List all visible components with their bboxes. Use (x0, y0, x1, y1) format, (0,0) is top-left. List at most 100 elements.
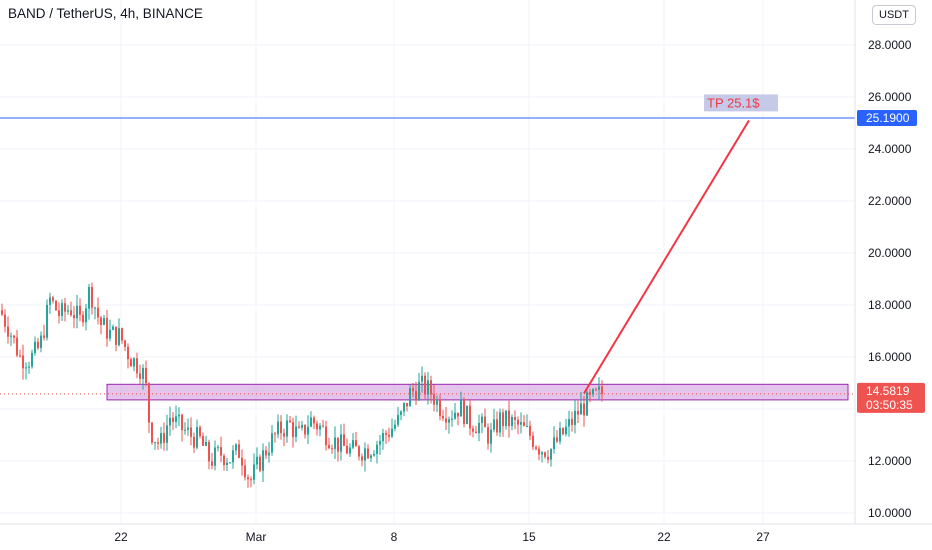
candle-body (178, 414, 180, 417)
price-axis[interactable]: 28.0000 26.0000 24.0000 22.0000 20.0000 18.00… (868, 38, 912, 520)
price-tick-label: 16.0000 (868, 350, 912, 364)
projection-trend-line[interactable] (583, 119, 750, 394)
candle-body (175, 416, 177, 422)
candle-body (169, 417, 171, 426)
price-tick-label: 20.0000 (868, 246, 912, 260)
candle-body (580, 403, 582, 415)
current-price-tag-background (857, 382, 925, 413)
candle-body (223, 455, 225, 465)
candle-body (550, 449, 552, 460)
candle-body (313, 417, 315, 424)
candle-body (82, 314, 84, 323)
candle-body (460, 399, 462, 417)
candle-body (10, 335, 12, 337)
candle-body (55, 300, 57, 311)
candle-body (52, 297, 54, 301)
candle-body (589, 392, 591, 395)
candle-body (208, 441, 210, 462)
candle-body (367, 448, 369, 459)
candle-body (352, 440, 354, 448)
candle-body (7, 326, 9, 337)
price-tick-label: 26.0000 (868, 90, 912, 104)
candle-body (463, 399, 465, 424)
candle-body (340, 434, 342, 452)
candle-body (376, 444, 378, 454)
candle-body (163, 433, 165, 443)
support-resistance-zone[interactable] (106, 383, 849, 401)
candle-body (181, 414, 183, 431)
candle-body (529, 425, 531, 436)
candle-body (424, 375, 426, 395)
candle-body (88, 286, 90, 309)
candle-body (166, 425, 168, 443)
target-label[interactable]: TP 25.1$ (704, 94, 778, 112)
candle-body (34, 341, 36, 353)
candle-body (76, 305, 78, 319)
candle-body (391, 428, 393, 437)
candle-body (268, 452, 270, 456)
candle-body (277, 421, 279, 435)
candle-body (193, 436, 195, 448)
candle-body (571, 419, 573, 425)
time-tick-label: Mar (246, 530, 267, 544)
candle-body (220, 447, 222, 456)
candle-body (265, 450, 267, 456)
candle-body (187, 427, 189, 430)
candle-body (196, 427, 198, 448)
candle-body (325, 426, 327, 446)
candle-body (508, 410, 510, 427)
target-label-text: TP 25.1$ (707, 95, 760, 110)
candle-body (262, 450, 264, 471)
candle-body (448, 419, 450, 423)
candle-body (244, 465, 246, 478)
candle-body (142, 368, 144, 379)
candle-body (445, 418, 447, 423)
time-axis[interactable]: 22 Mar 8 15 22 27 (114, 530, 770, 544)
candle-body (109, 329, 111, 339)
candle-body (436, 399, 438, 405)
candle-body (79, 305, 81, 315)
candle-body (553, 437, 555, 450)
candle-body (1, 310, 3, 315)
candle-body (304, 424, 306, 435)
candle-body (322, 425, 324, 427)
currency-button[interactable]: USDT (872, 5, 916, 25)
candle-body (499, 412, 501, 433)
candle-body (4, 314, 6, 327)
candle-body (49, 297, 51, 305)
candle-body (418, 381, 420, 401)
candle-body (226, 462, 228, 465)
candle-body (250, 479, 252, 481)
price-tick-label: 22.0000 (868, 194, 912, 208)
candle-body (127, 346, 129, 360)
time-tick-label: 22 (114, 530, 128, 544)
time-tick-label: 22 (657, 530, 671, 544)
candle-body (364, 448, 366, 461)
candle-body (514, 416, 516, 420)
candle-body (160, 433, 162, 444)
candle-body (271, 433, 273, 453)
candle-body (415, 391, 417, 401)
candle-body (214, 447, 216, 466)
candle-body (97, 307, 99, 318)
time-tick-label: 15 (522, 530, 536, 544)
candle-body (511, 416, 513, 427)
candle-body (502, 412, 504, 427)
candle-body (343, 434, 345, 446)
candle-body (601, 386, 603, 394)
candle-body (256, 456, 258, 465)
candle-body (151, 422, 153, 443)
candle-body (280, 421, 282, 434)
candle-body (406, 402, 408, 407)
candle-body (25, 367, 27, 369)
candle-body (493, 419, 495, 430)
candle-body (355, 440, 357, 447)
candle-body (400, 411, 402, 415)
candle-body (217, 447, 219, 449)
candle-body (316, 423, 318, 430)
candle-body (520, 422, 522, 425)
candle-body (478, 422, 480, 434)
candle-body (91, 286, 93, 308)
candle-body (295, 426, 297, 437)
price-tick-label: 10.0000 (868, 506, 912, 520)
